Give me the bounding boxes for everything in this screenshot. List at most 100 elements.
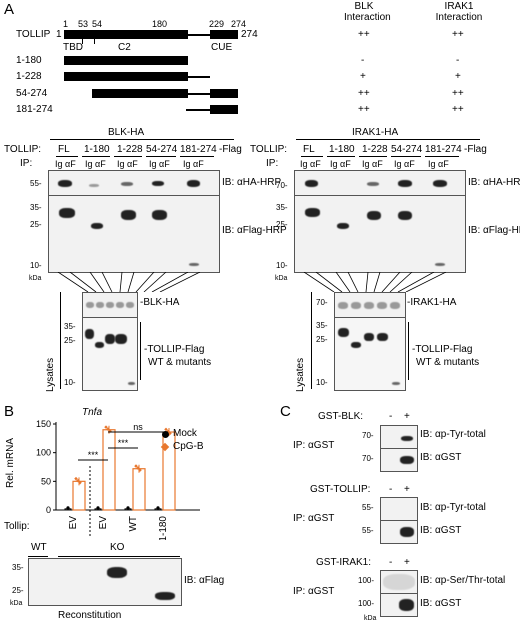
left-lane-54-274: 54-274 [146, 144, 178, 155]
cpg-point [104, 425, 108, 429]
panel-a-label: A [4, 1, 15, 18]
genotype-wt: WT [31, 542, 47, 553]
tollip-start: 1 [56, 29, 62, 40]
band [367, 211, 381, 220]
position-229: 229 [209, 19, 225, 29]
right-ig-af-1: Ig αF [300, 159, 321, 169]
ko-underline [58, 556, 180, 557]
band [399, 599, 414, 611]
right-tollip-bracket [408, 322, 409, 380]
left-mw-25: 25- [30, 220, 42, 229]
chart-gene-title: Tnfa [82, 407, 103, 418]
c-irak-pst-blot [380, 570, 418, 594]
left-ip-ha-blot [48, 170, 220, 196]
band [152, 181, 164, 186]
position-1: 1 [63, 19, 69, 29]
construct-1-180-bar [64, 56, 188, 65]
left-tollip-row: TOLLIP: [4, 144, 42, 155]
chart-tollip-label: Tollip: [4, 521, 30, 532]
significance-label: *** [118, 438, 129, 448]
right-lane-181-274: 181-274 [425, 144, 462, 155]
c-blk-ib2: IB: αGST [420, 452, 462, 463]
fl-blk-score: ++ [358, 29, 370, 40]
construct-54-274-cue [210, 89, 238, 98]
right-title-underline [296, 139, 480, 140]
left-ig-af-1: Ig αF [55, 159, 76, 169]
fl-irak-score: ++ [452, 29, 464, 40]
cpg-point [168, 431, 172, 436]
domain-cue: CUE [211, 42, 233, 53]
cpg-bar [102, 429, 116, 511]
cpg-bar [132, 468, 146, 511]
right-lys-mw-35: 35- [316, 321, 328, 330]
right-mw-70: 70- [276, 181, 288, 190]
band [58, 180, 72, 187]
reconstitution-blot [28, 558, 182, 606]
c-tollip-ib1: IB: αp-Tyr-total [420, 502, 486, 513]
right-mw-35: 35- [276, 203, 288, 212]
c-blk-ib1: IB: αp-Tyr-total [420, 429, 486, 440]
left-tollip-bracket [140, 322, 141, 380]
band [59, 208, 75, 218]
recon-mw-25: 25- [12, 586, 24, 595]
right-blot-title: IRAK1-HA [352, 127, 399, 138]
band [377, 302, 387, 309]
position-54: 54 [92, 19, 103, 29]
left-lane-underline-1 [56, 156, 78, 157]
band [85, 329, 94, 339]
right-lys-tollip-label1: -TOLLIP-Flag [412, 344, 473, 355]
right-lys-mw-70: 70- [316, 298, 328, 307]
c-irak-minus: - [389, 557, 393, 568]
construct-1-228-linker [188, 76, 210, 78]
c-tollip-ip: IP: αGST [293, 513, 335, 524]
left-ig-af-4: Ig αF [149, 159, 170, 169]
band [115, 334, 127, 344]
left-lys-mw-25: 25- [64, 336, 76, 345]
c-tollip-plus: + [404, 484, 410, 495]
c-blk-title: GST-BLK: [318, 411, 364, 422]
band [96, 302, 104, 308]
left-mw-35: 35- [30, 203, 42, 212]
right-lysates-label: Lysates [295, 357, 306, 392]
legend-mock-marker [162, 431, 169, 438]
tollip-label: TOLLIP [16, 29, 51, 40]
cpg-point [78, 480, 82, 485]
domain-tbd: TBD [63, 42, 83, 53]
band [398, 180, 412, 187]
left-ip-flag-blot [48, 195, 220, 273]
band [383, 574, 415, 590]
c-irak-mw1: 100- [358, 576, 375, 585]
x-category-label: EV [98, 516, 109, 530]
right-lys-tollip-blot [334, 317, 406, 391]
right-ib-flag: IB: αFlag-HRP [468, 225, 520, 236]
x-category-label: EV [68, 516, 79, 530]
c-kda: kDa [364, 615, 377, 622]
panel-c-label: C [280, 403, 291, 420]
c-tollip-title: GST-TOLLIP: [310, 484, 371, 495]
left-mw-10: 10- [30, 261, 42, 270]
cpg-point [76, 478, 80, 483]
y-tick-label: 50 [41, 476, 51, 486]
band [377, 333, 388, 341]
panel-b-label: B [4, 403, 15, 420]
tollip-fl-bar-main [64, 30, 188, 39]
band [305, 208, 320, 217]
cpg-point [138, 468, 142, 472]
right-ib-ha: IB: αHA-HRP [468, 177, 520, 188]
right-ig-af-5: Ig αF [428, 159, 449, 169]
left-ib-ha: IB: αHA-HRP [222, 177, 282, 188]
c-irak-ib1: IB: αp-Ser/Thr-total [420, 575, 506, 586]
construct-54-274-blk: ++ [358, 88, 370, 99]
left-lane-1-180: 1-180 [84, 144, 110, 155]
right-mw-25: 25- [276, 220, 288, 229]
band [305, 180, 318, 187]
right-ip-row: IP: [266, 158, 279, 169]
band [433, 180, 447, 187]
blk-interaction-header: BLK Interaction [344, 1, 391, 23]
left-lys-blk-label: -BLK-HA [140, 297, 180, 308]
left-mw-55: 55- [30, 179, 42, 188]
cpg-point [106, 427, 110, 431]
c-blk-ip: IP: αGST [293, 440, 335, 451]
band [401, 436, 413, 441]
band [107, 567, 127, 578]
